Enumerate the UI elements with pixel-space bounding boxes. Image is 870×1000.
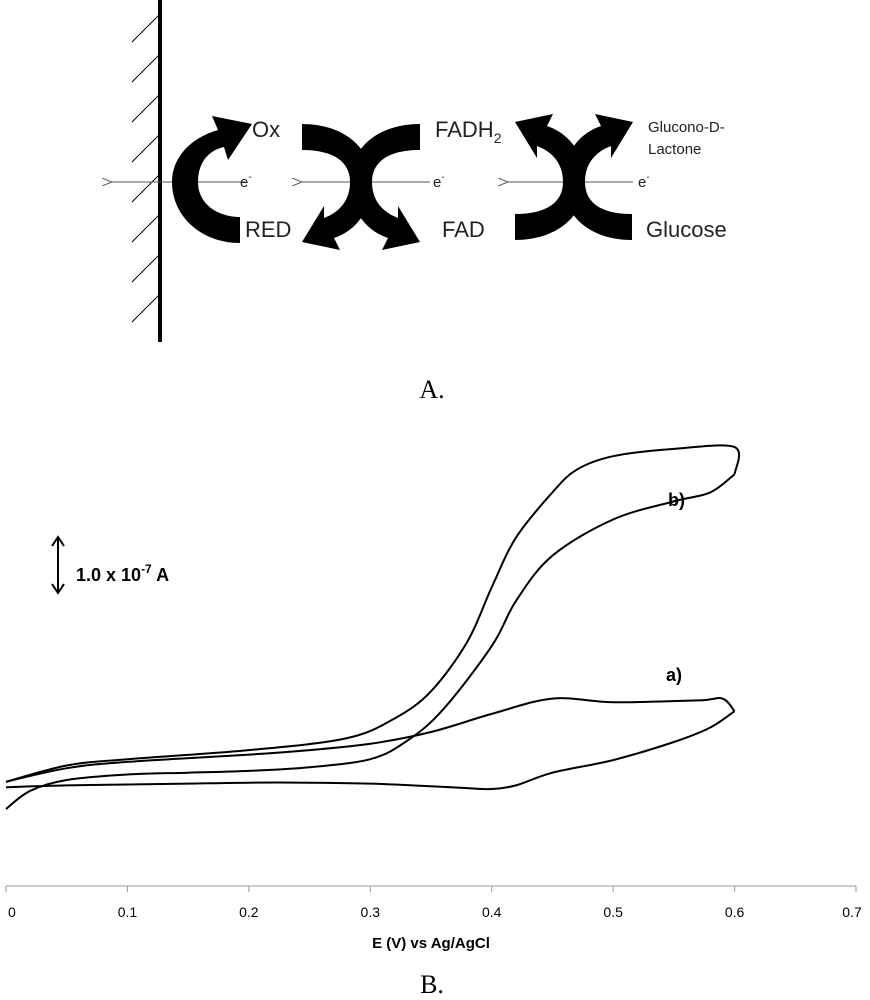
curved-arrows	[172, 114, 633, 250]
mediator-arrow-bottom	[302, 182, 372, 250]
electrode-hatching	[131, 13, 161, 323]
curve-a-reverse-scan	[5, 697, 736, 783]
x-axis-label: E (V) vs Ag/AgCl	[372, 935, 490, 952]
glucose-arrow-bottom	[563, 182, 632, 240]
x-tick-label: 0.7	[842, 904, 862, 920]
x-tick-label: 0.2	[239, 904, 259, 920]
x-axis-ticks: 0 0.1 0.2 0.3 0.4 0.5 0.6 0.7	[5, 886, 862, 920]
curve-label-b: b)	[668, 490, 685, 510]
label-electron-2: e-	[433, 172, 445, 191]
x-tick-label: 0.4	[482, 904, 502, 920]
panel-a-diagram: Ox RED FADH2 FAD Glucono-D- Lactone Gluc…	[112, 0, 727, 404]
label-ox: Ox	[252, 117, 280, 142]
label-fadh2: FADH2	[435, 117, 502, 146]
glucose-arrow-top	[563, 114, 633, 182]
label-gluconolactone-line1: Glucono-D-	[648, 119, 725, 136]
mediator-arrow-top	[302, 124, 372, 182]
x-tick-label: 0.6	[725, 904, 745, 920]
scale-bar-label: 1.0 x 10-7 A	[76, 562, 169, 585]
x-tick-label: 0.1	[118, 904, 138, 920]
label-red: RED	[245, 217, 291, 242]
species-labels: Ox RED FADH2 FAD Glucono-D- Lactone Gluc…	[240, 117, 727, 242]
label-fad: FAD	[442, 217, 485, 242]
curve-label-a: a)	[666, 665, 682, 685]
panel-a-caption: A.	[419, 375, 444, 404]
cv-curves	[5, 444, 741, 810]
x-tick-label: 0	[8, 904, 16, 920]
label-glucose: Glucose	[646, 217, 727, 242]
curve-b-reverse-scan	[5, 444, 741, 783]
curve-a-forward-scan	[5, 710, 736, 791]
mediator-arc-arrow	[172, 116, 252, 243]
panel-b-caption: B.	[420, 970, 444, 999]
current-scale-bar	[51, 535, 65, 595]
label-electron-3: e-	[638, 172, 650, 191]
label-gluconolactone-line2: Lactone	[648, 141, 701, 158]
x-tick-label: 0.3	[361, 904, 381, 920]
label-electron-1: e-	[240, 172, 252, 191]
curve-b-forward-scan	[5, 473, 736, 810]
panel-b-chart: 1.0 x 10-7 A b) a) 0 0.1 0.2 0.3 0.4 0.5 0.6 0.…	[5, 444, 862, 999]
x-tick-label: 0.5	[603, 904, 623, 920]
